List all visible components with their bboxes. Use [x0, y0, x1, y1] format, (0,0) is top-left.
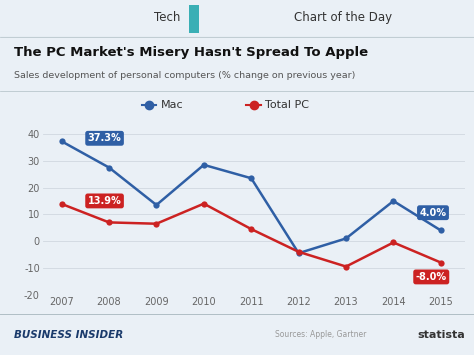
Text: Sources: Apple, Gartner: Sources: Apple, Gartner: [275, 330, 366, 339]
Text: Tech: Tech: [154, 11, 180, 24]
Text: Mac: Mac: [161, 100, 184, 110]
Text: 37.3%: 37.3%: [88, 133, 121, 143]
Text: Sales development of personal computers (% change on previous year): Sales development of personal computers …: [14, 71, 356, 80]
Text: BUSINESS INSIDER: BUSINESS INSIDER: [14, 330, 123, 340]
Text: 4.0%: 4.0%: [419, 208, 447, 218]
FancyBboxPatch shape: [189, 5, 199, 33]
Text: The PC Market's Misery Hasn't Spread To Apple: The PC Market's Misery Hasn't Spread To …: [14, 46, 368, 59]
Text: -8.0%: -8.0%: [416, 272, 447, 282]
Text: 13.9%: 13.9%: [88, 196, 121, 206]
Text: statista: statista: [417, 330, 465, 340]
Text: Chart of the Day: Chart of the Day: [294, 11, 392, 24]
Text: Total PC: Total PC: [265, 100, 310, 110]
